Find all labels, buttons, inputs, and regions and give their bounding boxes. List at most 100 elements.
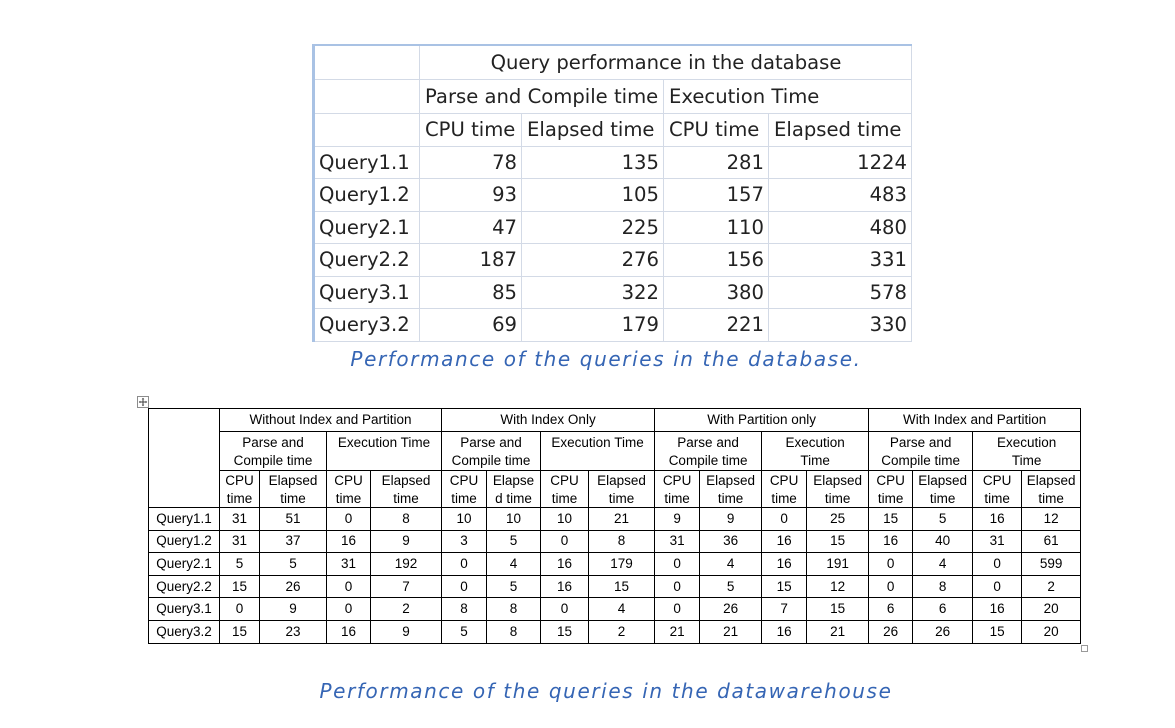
dw-group-header: Without Index and Partition xyxy=(218,408,443,432)
db-value-cell: 78 xyxy=(419,145,522,179)
dw-subgroup-header: Parse and Compile time xyxy=(868,431,974,471)
dw-column-header: Elapsed time xyxy=(588,470,656,508)
dw-value-cell: 36 xyxy=(699,529,763,554)
dw-column-header: Elapsed time xyxy=(806,470,870,508)
dw-group-header-row: Without Index and Partition With Index On… xyxy=(148,408,1082,508)
dw-table-body: Without Index and Partition With Index On… xyxy=(148,408,1082,644)
dw-value-cell: 25 xyxy=(806,507,870,531)
dw-value-cell: 7 xyxy=(761,597,808,621)
dw-value-cell: 8 xyxy=(486,619,542,644)
db-column-header: Elapsed time xyxy=(521,112,664,147)
dw-value-cell: 21 xyxy=(699,619,763,644)
db-value-cell: 330 xyxy=(768,308,912,342)
dw-value-cell: 0 xyxy=(761,507,808,531)
dw-value-cell: 10 xyxy=(486,507,542,531)
dw-subgroup-header: Parse and Compile time xyxy=(654,431,763,471)
dw-value-cell: 0 xyxy=(654,597,701,621)
dw-value-cell: 31 xyxy=(219,529,260,554)
db-value-cell: 322 xyxy=(521,275,664,309)
dw-value-cell: 31 xyxy=(654,529,701,554)
dw-value-cell: 0 xyxy=(326,574,371,599)
db-value-cell: 69 xyxy=(419,308,522,342)
dw-value-cell: 0 xyxy=(326,597,371,621)
dw-column-header-line: CPU xyxy=(662,473,692,488)
dw-column-header-line: Elapsed xyxy=(1026,473,1076,488)
dw-subgroup-header-line: Parse and xyxy=(677,435,739,450)
dw-value-cell: 5 xyxy=(219,552,260,576)
dw-table-row: Query3.1 0 9 0 2 8 8 0 4 0 26 7 15 6 6 16 20 xyxy=(148,597,1082,621)
dw-value-cell: 2 xyxy=(1021,574,1082,599)
db-value-cell: 483 xyxy=(768,178,912,212)
dw-value-cell: 0 xyxy=(326,507,371,531)
dw-column-header-line: time xyxy=(929,490,956,506)
dw-value-cell: 21 xyxy=(654,619,701,644)
dw-value-cell: 20 xyxy=(1021,597,1082,621)
dw-value-cell: 5 xyxy=(441,619,488,644)
dw-value-cell: 16 xyxy=(761,552,808,576)
table-resize-handle-icon[interactable] xyxy=(1081,645,1088,652)
db-group-header: Execution Time xyxy=(663,78,912,114)
dw-subgroup-header-line: Execution Time xyxy=(337,435,431,450)
dw-column-header: Elapse d time xyxy=(486,470,542,508)
dw-value-cell: 0 xyxy=(868,574,914,599)
dw-value-cell: 0 xyxy=(868,552,914,576)
dw-column-header-line: CPU xyxy=(550,473,579,488)
dw-value-cell: 37 xyxy=(259,529,327,554)
dw-column-header: CPU time xyxy=(540,470,590,508)
dw-value-cell: 20 xyxy=(1021,619,1082,644)
dw-value-cell: 40 xyxy=(912,529,974,554)
dw-row-label: Query2.1 xyxy=(148,552,220,576)
dw-subgroup-header: Execution Time xyxy=(540,431,656,471)
dw-column-header-line: CPU xyxy=(449,473,479,488)
dw-value-cell: 15 xyxy=(219,574,260,599)
dw-value-cell: 5 xyxy=(259,552,327,576)
db-corner-cell xyxy=(313,112,420,147)
dw-table-row: Query2.1 5 5 31 192 0 4 16 179 0 4 16 191 0 4 0 599 xyxy=(148,552,1082,576)
db-table-caption: Performance of the queries in the databa… xyxy=(350,347,862,371)
db-group-header: Parse and Compile time xyxy=(419,78,664,114)
db-value-cell: 47 xyxy=(419,210,522,244)
dw-column-header: Elapsed time xyxy=(259,470,327,508)
dw-column-header: CPU time xyxy=(326,470,371,508)
db-row-label: Query2.2 xyxy=(313,243,420,277)
dw-value-cell: 179 xyxy=(588,552,656,576)
dw-value-cell: 5 xyxy=(486,574,542,599)
dw-value-cell: 10 xyxy=(441,507,488,531)
dw-value-cell: 15 xyxy=(761,574,808,599)
db-value-cell: 135 xyxy=(521,145,664,179)
db-table-title: Query performance in the database xyxy=(419,44,912,80)
dw-value-cell: 16 xyxy=(540,552,590,576)
dw-value-cell: 15 xyxy=(219,619,260,644)
dw-value-cell: 4 xyxy=(699,552,763,576)
db-value-cell: 281 xyxy=(663,145,769,179)
dw-subgroup-header-line: Compile time xyxy=(881,453,961,468)
table-move-handle-icon[interactable] xyxy=(137,396,149,408)
db-value-cell: 480 xyxy=(768,210,912,244)
dw-value-cell: 6 xyxy=(868,597,914,621)
dw-subgroup-header: Parse and Compile time xyxy=(219,431,327,471)
dw-column-header: CPU time xyxy=(654,470,701,508)
dw-value-cell: 4 xyxy=(588,597,656,621)
dw-value-cell: 16 xyxy=(761,619,808,644)
dw-column-header-line: CPU xyxy=(225,473,254,488)
dw-column-header-line: Elapsed xyxy=(268,473,318,488)
dw-column-header-row: CPU time Elapsed time CPU time Elapsed time CPU t… xyxy=(149,470,1082,508)
dw-subgroup-header-line: Compile time xyxy=(668,453,748,468)
dw-column-header-line: time xyxy=(335,490,362,506)
db-value-cell: 179 xyxy=(521,308,664,342)
dw-column-header-line: time xyxy=(226,490,253,506)
dw-column-header: CPU time xyxy=(972,470,1023,508)
dw-value-cell: 192 xyxy=(369,552,443,576)
dw-value-cell: 9 xyxy=(699,507,763,531)
dw-value-cell: 21 xyxy=(806,619,870,644)
dw-subgroup-header-line: Execution xyxy=(785,435,845,450)
dw-subgroup-header-line: Compile time xyxy=(451,453,531,468)
dw-value-cell: 2 xyxy=(369,597,443,621)
dw-column-header-line: time xyxy=(717,490,744,506)
dw-value-cell: 31 xyxy=(219,507,260,531)
dw-value-cell: 61 xyxy=(1021,529,1082,554)
dw-subgroup-header-line: Execution Time xyxy=(551,435,644,450)
dw-column-header-line: time xyxy=(664,490,690,506)
dw-value-cell: 12 xyxy=(1021,507,1082,531)
dw-value-cell: 31 xyxy=(326,552,371,576)
